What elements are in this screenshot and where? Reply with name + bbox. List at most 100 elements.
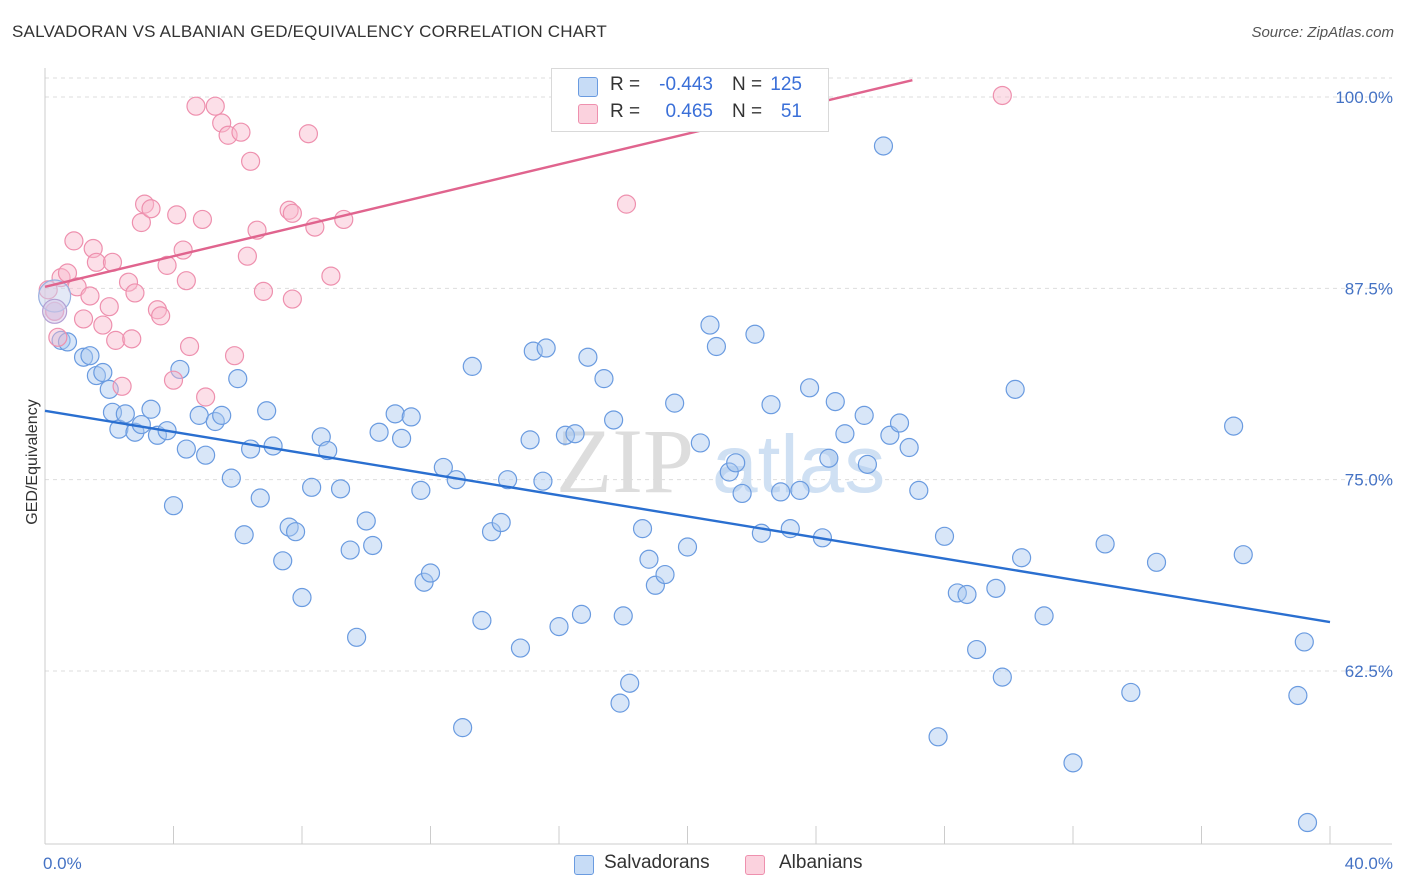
albanians-point-33 [205,96,225,116]
albanians-point-38 [237,246,257,266]
albanians-point-47 [321,266,341,286]
salvadorans-point-52 [462,356,482,376]
salvadorans-point-59 [533,471,553,491]
albanians-point-19 [131,212,151,233]
salvadorans-point-58 [520,430,540,450]
tick-labels: 62.5% 75.0% 87.5% 100.0% 0.0% 40.0% [43,88,1393,873]
salvadorans-point-2 [57,332,78,352]
salvadorans-point-75 [655,564,675,585]
albanians-point-23 [151,306,171,326]
salvadorans-point-48 [420,563,441,583]
albanians-point-26 [167,205,187,225]
salvadorans-point-90 [799,378,820,398]
albanians-point-21 [141,199,161,219]
salvadorans-point-33 [292,587,312,608]
salvadorans-point-108 [992,667,1012,687]
salvadorans-point-18 [176,439,196,459]
axes [44,68,1392,845]
salvadorans-point-73 [639,549,659,569]
chart-title: SALVADORAN VS ALBANIAN GED/EQUIVALENCY C… [12,22,608,41]
n-value: 51 [780,101,802,122]
n-label: N = [732,101,763,122]
albanians-point-large [42,298,68,324]
albanians-point-31 [192,209,213,230]
albanians-point-8 [80,286,100,306]
r-label: R = [610,74,641,95]
salvadorans-point-3 [73,347,94,367]
salvadorans-point-76 [665,393,685,413]
trend-line-salvadorans [44,409,1331,624]
albanians-point-43 [282,203,302,223]
salvadorans-point-19 [189,405,209,425]
albanians-point-10 [86,252,107,272]
salvadorans-point-27 [250,488,270,508]
salvadorans-point-37 [330,479,351,499]
salvadorans-point-72 [632,519,653,539]
salvadorans-point-39 [347,627,367,647]
albanians-point-2 [48,327,68,347]
salvadorans-point-34 [302,477,322,497]
salvadorans-point-32 [285,522,306,542]
salvadorans-point-66 [578,347,598,367]
salvadorans-point-63 [555,425,576,445]
salvadorans-point-87 [771,482,791,502]
albanians-point-17 [122,329,142,349]
salvadorans-point-53 [472,610,492,631]
salvadorans-point-25 [234,525,254,545]
albanians-point-7 [73,309,94,329]
albanians-point-16 [118,272,139,292]
salvadorans-point-40 [356,511,376,531]
salvadorans-point-16 [163,496,184,516]
stats-legend: R = -0.443 N = 125 R = 0.465 N = 51 [551,68,829,132]
salvadorans-point-44 [391,428,412,448]
salvadorans-point-118 [1288,685,1308,706]
n-value: 125 [770,74,802,95]
r-label: R = [610,101,641,122]
albanians-point-28 [176,271,196,291]
r-value: -0.443 [659,74,713,95]
salvadorans-point-98 [899,437,919,458]
series-albanians [38,85,1012,407]
salvadorans-point-61 [536,338,556,358]
salvadorans-point-114 [1121,682,1141,703]
salvadorans-point-38 [340,540,360,560]
salvadorans-point-109 [1005,379,1025,399]
albanians-point-50 [992,85,1012,106]
albanians-point-30 [186,96,206,116]
albanians-point-32 [196,387,216,407]
salvadorans-point-110 [1011,548,1032,568]
salvadorans-point-71 [620,673,640,693]
salvadorans-point-46 [411,480,431,500]
salvadorans-point-67 [594,369,614,389]
x-tick-label-0: 0.0% [43,854,82,873]
albanians-point-14 [106,330,126,350]
salvadorans-point-4 [80,346,100,366]
salvadorans-point-45 [401,407,421,427]
salvadorans-point-62 [549,617,569,637]
salvadorans-point-69 [610,693,630,713]
salvadorans-point-20 [196,445,216,465]
albanians-point-37 [231,122,251,142]
salvadorans-point-112 [1063,753,1083,773]
n-label: N = [732,74,763,95]
salvadorans-point-74 [645,575,665,595]
albanians-point-24 [157,255,177,275]
salvadorans-point-23 [221,468,241,488]
salvadorans-point-120 [1297,812,1318,833]
salvadorans-point-30 [273,551,293,571]
y-tick-label-1: 75.0% [1345,471,1393,490]
salvadorans-point-10 [115,404,135,424]
salvadorans-point-24 [228,369,248,389]
salvadorans-point-83 [732,483,752,504]
salvadorans-point-57 [510,638,531,658]
y-tick-label-0: 62.5% [1345,662,1393,681]
salvadorans-point-6 [93,362,113,383]
salvadorans-point-11 [125,422,145,442]
salvadorans-point-107 [986,578,1006,598]
albanians-point-36 [224,346,245,366]
albanians-point-5 [64,231,84,251]
salvadorans-legend-swatch [574,855,594,875]
salvadorans-point-113 [1095,534,1115,554]
salvadorans-point-36 [318,440,338,461]
albanians-point-12 [99,297,119,317]
